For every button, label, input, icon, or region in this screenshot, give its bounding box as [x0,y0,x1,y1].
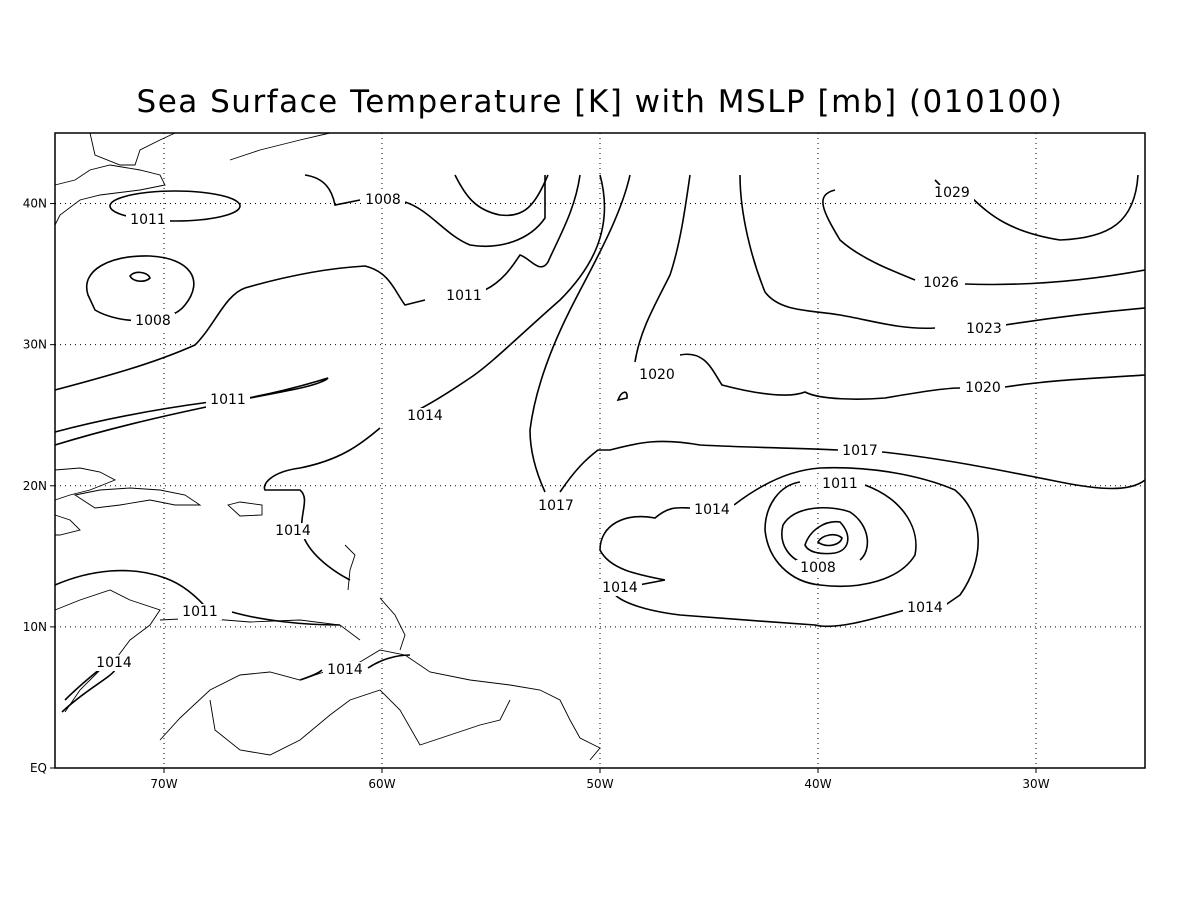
lat-tick-label: 20N [23,479,47,493]
isobar [616,391,628,402]
isobar [109,190,241,222]
label-background [930,185,974,201]
label-background [92,655,136,671]
lon-tick-label: 30W [1022,777,1049,791]
contour-label: 1011 [446,288,482,304]
contour-label: 1020 [965,380,1001,396]
lon-tick-label: 40W [804,777,831,791]
lat-tick-label: 10N [23,620,47,634]
coastline [379,597,406,651]
isobar [822,189,1146,286]
coastline [54,467,117,501]
label-background [403,408,447,424]
coastline [54,514,81,536]
contour-label: 1017 [842,443,878,459]
label-background [442,288,486,304]
isobar [599,466,979,628]
label-background [818,476,862,492]
isobar [679,353,1146,400]
lon-tick-label: 70W [150,777,177,791]
label-background [838,443,882,459]
contour-label: 1014 [694,502,730,518]
map-frame [54,132,1146,769]
label-background [961,380,1005,396]
isobar [299,654,411,681]
isobar [781,507,869,566]
label-background [598,580,642,596]
contour-label: 1026 [923,275,959,291]
contour-label: 1011 [822,476,858,492]
map-title: Sea Surface Temperature [K] with MSLP [m… [137,84,1064,120]
label-background [178,604,222,620]
isobar [739,174,1146,330]
isobar [54,174,581,391]
contour-label: 1014 [602,580,638,596]
contour-label: 1008 [365,192,401,208]
coastline [229,132,331,161]
isobar [54,569,341,626]
lat-tick-label: 30N [23,338,47,352]
label-background [323,662,367,678]
label-background [796,560,840,576]
contour-label: 1011 [182,604,218,620]
label-background [131,313,175,329]
label-background [635,367,679,383]
isobar [816,533,843,547]
label-background [690,502,734,518]
isobar [764,481,917,588]
contour-label: 1008 [135,313,171,329]
lat-tick-label: EQ [30,761,47,775]
coastline [54,164,166,226]
isobar [634,174,691,363]
lat-tick-label: 40N [23,197,47,211]
label-background [271,523,315,539]
label-background [919,275,963,291]
isobar [263,174,606,581]
contour-label: 1011 [130,212,166,228]
contour-label: 1017 [538,498,574,514]
isobar [304,174,546,248]
contour-label: 1014 [907,600,943,616]
isobars [54,174,1146,713]
contour-label: 1011 [210,392,246,408]
coastline [54,589,161,713]
label-background [534,498,578,514]
label-background [361,192,405,208]
isobar [934,174,1139,241]
contour-label: 1014 [327,662,363,678]
label-background [206,392,250,408]
isobar [54,377,329,446]
coastline [227,501,263,517]
isobar [454,174,549,217]
contour-label: 1014 [407,408,443,424]
label-background [962,321,1006,337]
contour-label: 1020 [639,367,675,383]
label-background [126,212,170,228]
contour-label: 1029 [934,185,970,201]
isobar [529,174,631,493]
label-background [903,600,947,616]
isobar [129,271,151,282]
contour-label: 1008 [800,560,836,576]
contour-label: 1023 [966,321,1002,337]
isobar [559,440,1146,493]
coastline [209,689,511,756]
contour-label: 1014 [275,523,311,539]
lon-tick-label: 50W [586,777,613,791]
lon-tick-label: 60W [368,777,395,791]
coastline [89,132,176,166]
isobar [804,520,849,555]
coastline [73,487,202,509]
contour-label: 1014 [96,655,132,671]
